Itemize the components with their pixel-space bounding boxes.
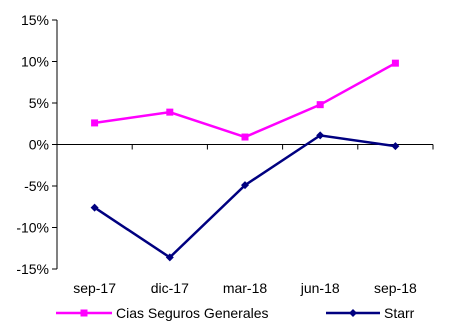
- series-cias-seguros-generales: [91, 59, 399, 141]
- x-tick-label: dic-17: [151, 280, 189, 296]
- y-tick-label: 0%: [29, 137, 49, 153]
- legend-marker: [349, 309, 357, 317]
- chart-legend: Cias Seguros Generales Starr: [56, 305, 415, 321]
- legend-marker: [80, 309, 88, 317]
- series-line-starr: [93, 134, 396, 259]
- chart-series: [90, 59, 400, 262]
- x-tick-label: jun-18: [300, 280, 340, 296]
- y-tick-label: 10%: [21, 54, 49, 70]
- y-tick-label: -10%: [16, 220, 49, 236]
- x-tick-label: sep-17: [73, 280, 116, 296]
- data-point-starr: [241, 181, 249, 190]
- legend-label: Starr: [384, 305, 415, 321]
- y-axis-ticks: 15% 10% 5% 0% -5% -10% -15%: [16, 12, 57, 277]
- data-point-cias-seguros-generales: [391, 59, 399, 67]
- data-point-cias-seguros-generales: [91, 119, 99, 127]
- data-point-starr: [316, 131, 325, 140]
- legend-item: Starr: [326, 305, 415, 321]
- x-tick-label: sep-18: [374, 280, 417, 296]
- legend-item: Cias Seguros Generales: [56, 305, 269, 321]
- y-tick-label: 15%: [21, 12, 49, 28]
- legend-label: Cias Seguros Generales: [116, 305, 269, 321]
- x-axis-ticks: sep-17 dic-17 mar-18 jun-18 sep-18: [56, 144, 434, 296]
- y-tick-label: -5%: [24, 178, 49, 194]
- y-tick-label: 5%: [29, 95, 49, 111]
- data-point-cias-seguros-generales: [241, 133, 249, 141]
- data-point-starr: [165, 253, 174, 262]
- series-starr: [90, 131, 400, 262]
- y-tick-label: -15%: [16, 261, 49, 277]
- data-point-cias-seguros-generales: [166, 108, 174, 116]
- data-point-starr: [90, 203, 99, 212]
- data-point-cias-seguros-generales: [316, 101, 324, 109]
- series-line-cias-seguros-generales: [94, 62, 397, 139]
- data-point-starr: [391, 142, 400, 151]
- x-tick-label: mar-18: [223, 280, 268, 296]
